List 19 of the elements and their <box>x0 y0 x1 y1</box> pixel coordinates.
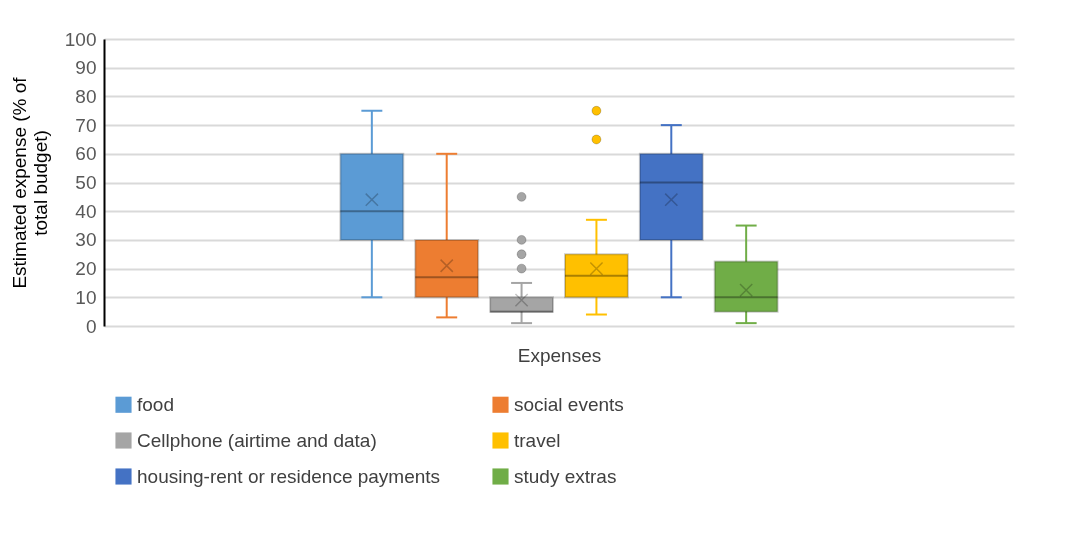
legend-label: study extras <box>514 465 617 487</box>
y-tick-label: 100 <box>64 28 97 50</box>
y-tick-label: 0 <box>85 315 97 337</box>
y-tick-label: 30 <box>75 229 97 251</box>
legend-label: social events <box>514 393 624 415</box>
y-tick-label: 50 <box>75 172 97 193</box>
y-tick-label: 80 <box>75 85 97 107</box>
legend-label: housing-rent or residence payments <box>137 465 441 487</box>
y-tick-label: 90 <box>75 57 97 79</box>
y-tick-label: 70 <box>75 114 97 136</box>
legend-label: travel <box>514 429 561 451</box>
y-tick-label: 40 <box>75 200 97 222</box>
legend-label: food <box>137 393 174 415</box>
y-tick-label: 20 <box>75 258 97 280</box>
y-tick-label: 60 <box>75 143 97 165</box>
y-axis-title: Estimated expense (% of total budget) <box>8 76 51 289</box>
legend-label: Cellphone (airtime and data) <box>137 429 377 451</box>
y-tick-label: 10 <box>75 286 97 308</box>
x-axis-title: Expenses <box>517 344 602 366</box>
